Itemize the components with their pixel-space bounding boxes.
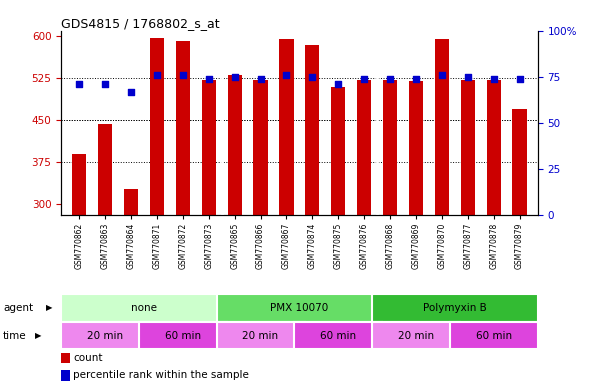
Point <box>282 72 291 78</box>
Text: agent: agent <box>3 303 33 313</box>
Text: PMX 10070: PMX 10070 <box>270 303 329 313</box>
Bar <box>486 80 501 372</box>
Bar <box>434 39 449 372</box>
Point <box>359 76 369 82</box>
Text: 20 min: 20 min <box>87 331 123 341</box>
Text: time: time <box>3 331 27 341</box>
Bar <box>306 45 320 372</box>
Bar <box>254 80 268 372</box>
Point <box>463 74 473 80</box>
Text: count: count <box>73 353 103 363</box>
Bar <box>372 322 460 349</box>
Point <box>437 72 447 78</box>
Point <box>100 81 110 87</box>
Text: ▶: ▶ <box>35 331 42 340</box>
Bar <box>61 322 149 349</box>
Bar <box>461 80 475 372</box>
Point <box>204 76 214 82</box>
Bar <box>72 154 86 372</box>
Bar <box>176 41 190 372</box>
Bar <box>216 294 382 322</box>
Bar <box>61 353 70 363</box>
Text: 60 min: 60 min <box>165 331 201 341</box>
Point <box>411 76 421 82</box>
Text: GDS4815 / 1768802_s_at: GDS4815 / 1768802_s_at <box>61 17 220 30</box>
Text: Polymyxin B: Polymyxin B <box>423 303 487 313</box>
Bar <box>227 76 242 372</box>
Point <box>230 74 240 80</box>
Bar <box>513 109 527 372</box>
Point <box>178 72 188 78</box>
Bar <box>202 80 216 372</box>
Point <box>334 81 343 87</box>
Point <box>126 89 136 95</box>
Bar <box>450 322 538 349</box>
Point <box>489 76 499 82</box>
Bar <box>279 39 293 372</box>
Point <box>255 76 265 82</box>
Bar <box>383 80 397 372</box>
Text: 20 min: 20 min <box>243 331 279 341</box>
Point <box>307 74 317 80</box>
Point <box>152 72 162 78</box>
Point <box>514 76 524 82</box>
Text: 60 min: 60 min <box>475 331 511 341</box>
Bar <box>409 81 423 372</box>
Text: 60 min: 60 min <box>320 331 356 341</box>
Point <box>385 76 395 82</box>
Bar <box>372 294 538 322</box>
Text: ▶: ▶ <box>46 303 53 313</box>
Bar <box>98 124 112 372</box>
Bar <box>61 370 70 381</box>
Bar <box>331 87 345 372</box>
Point <box>75 81 84 87</box>
Text: percentile rank within the sample: percentile rank within the sample <box>73 370 249 381</box>
Bar <box>357 80 371 372</box>
Bar <box>216 322 304 349</box>
Bar <box>61 294 227 322</box>
Bar <box>124 189 138 372</box>
Text: none: none <box>131 303 157 313</box>
Text: 20 min: 20 min <box>398 331 434 341</box>
Bar <box>295 322 382 349</box>
Bar <box>150 38 164 372</box>
Bar <box>139 322 227 349</box>
